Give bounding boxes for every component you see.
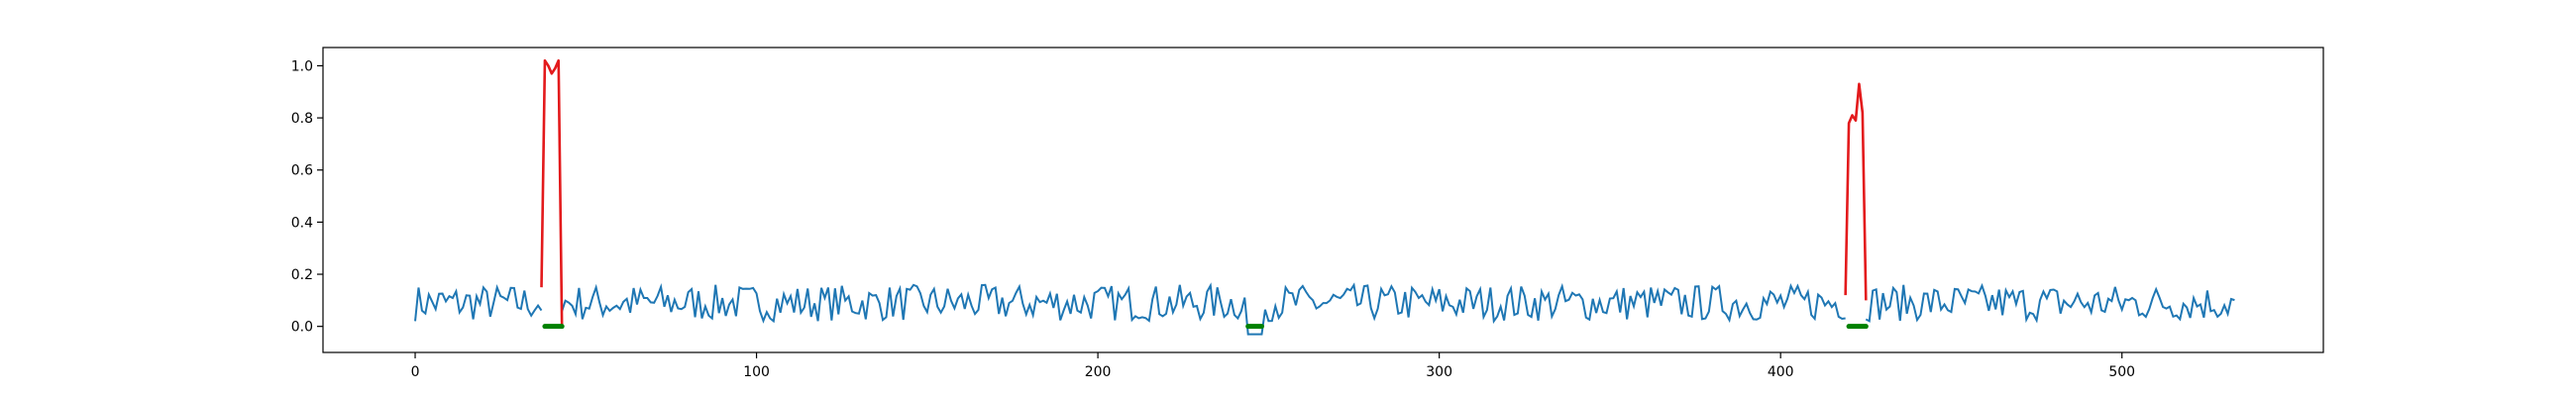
y-tick-label: 0.2: [291, 267, 313, 283]
x-tick-label: 400: [1768, 364, 1794, 380]
x-axis: 0 100 200 300 400 500: [411, 352, 2135, 380]
y-tick-label: 1.0: [291, 58, 313, 74]
y-tick-label: 0.6: [291, 163, 313, 179]
x-tick-label: 200: [1085, 364, 1112, 380]
y-axis: 0.0 0.2 0.4 0.6 0.8 1.0: [291, 58, 323, 336]
y-tick-label: 0.0: [291, 320, 313, 336]
plot-marks: [414, 58, 2235, 336]
x-tick-label: 500: [2108, 364, 2135, 380]
signal-line-segment: [1865, 282, 2235, 324]
y-tick-label: 0.8: [291, 111, 313, 127]
x-tick-label: 100: [743, 364, 770, 380]
x-tick-label: 0: [411, 364, 420, 380]
anomaly-line-2: [1844, 82, 1868, 301]
signal-line-segment: [414, 284, 543, 322]
plot-frame: [322, 47, 2324, 353]
y-tick-label: 0.4: [291, 215, 313, 231]
anomaly-line-1: [540, 58, 564, 327]
signal-line-segment: [561, 282, 1846, 336]
x-tick-label: 300: [1426, 364, 1452, 380]
